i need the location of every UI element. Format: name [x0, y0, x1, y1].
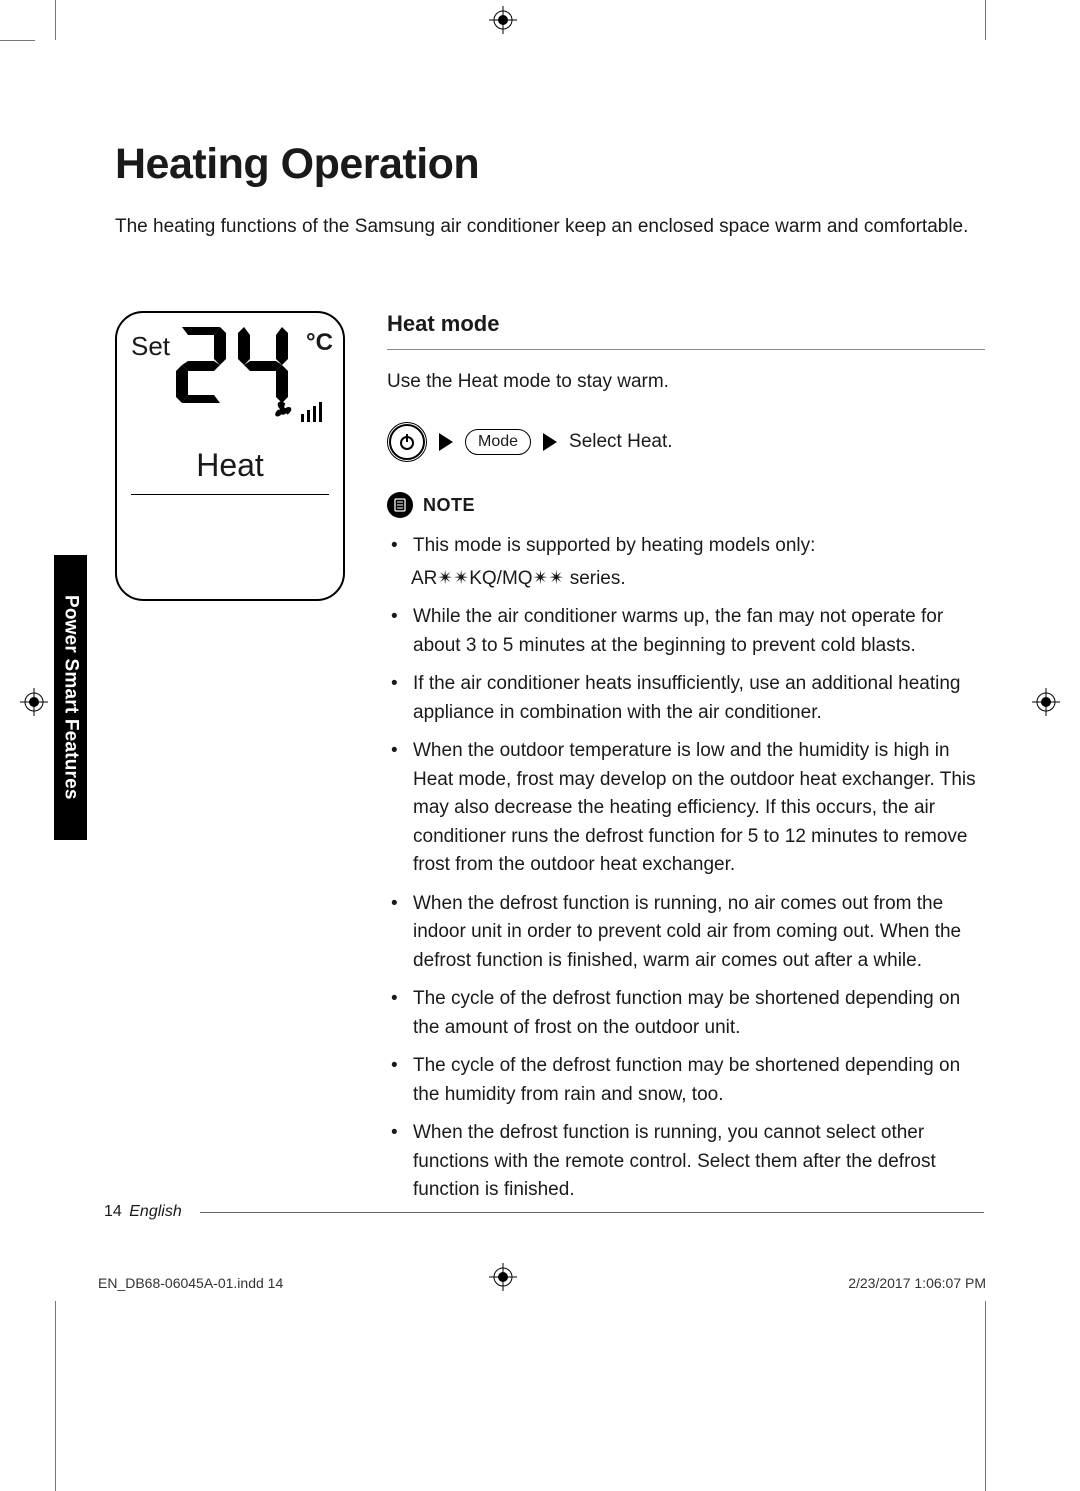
- arrow-icon: [439, 433, 453, 451]
- set-label: Set: [131, 331, 170, 362]
- section-intro: Use the Heat mode to stay warm.: [387, 368, 985, 397]
- operation-steps: Mode Select Heat.: [387, 422, 985, 462]
- note-item: When the defrost function is running, yo…: [391, 1119, 985, 1205]
- notes-list-cont: While the air conditioner warms up, the …: [387, 603, 985, 1205]
- note-heading: NOTE: [387, 492, 985, 518]
- imprint: EN_DB68-06045A-01.indd 14 2/23/2017 1:06…: [98, 1275, 986, 1291]
- intro-text: The heating functions of the Samsung air…: [115, 213, 985, 241]
- arrow-icon: [543, 433, 557, 451]
- registration-mark-icon: [20, 688, 48, 716]
- mode-button: Mode: [465, 429, 531, 455]
- section-heading: Heat mode: [387, 311, 985, 337]
- side-tab: Power Smart Features: [54, 555, 87, 840]
- registration-mark-icon: [489, 6, 517, 34]
- note-label: NOTE: [423, 495, 475, 516]
- note-item: When the outdoor temperature is low and …: [391, 737, 985, 880]
- temp-unit: °C: [306, 329, 333, 357]
- page-footer: 14 English: [104, 1203, 190, 1221]
- note-item: The cycle of the defrost function may be…: [391, 985, 985, 1042]
- notes-list: This mode is supported by heating models…: [387, 532, 985, 561]
- power-icon: [387, 422, 427, 462]
- remote-display: Set: [115, 311, 345, 601]
- note-item: This mode is supported by heating models…: [391, 532, 985, 561]
- fan-icon: [271, 398, 323, 429]
- footer-lang: English: [129, 1203, 181, 1220]
- temp-digits: [176, 327, 296, 408]
- note-icon: [387, 492, 413, 518]
- note-item: The cycle of the defrost function may be…: [391, 1052, 985, 1109]
- note-item: When the defrost function is running, no…: [391, 890, 985, 976]
- imprint-right: 2/23/2017 1:06:07 PM: [848, 1275, 986, 1291]
- page-number: 14: [104, 1203, 125, 1220]
- step-text: Select Heat.: [569, 431, 673, 453]
- imprint-left: EN_DB68-06045A-01.indd 14: [98, 1275, 283, 1291]
- registration-mark-icon: [1032, 688, 1060, 716]
- note-item: If the air conditioner heats insufficien…: [391, 670, 985, 727]
- page-title: Heating Operation: [115, 140, 985, 189]
- display-mode-text: Heat: [131, 447, 329, 484]
- note-subline: AR✴✴KQ/MQ✴✴ series.: [387, 565, 985, 594]
- side-tab-label: Power Smart Features: [60, 595, 82, 800]
- footer-rule: [200, 1212, 984, 1213]
- note-item: While the air conditioner warms up, the …: [391, 603, 985, 660]
